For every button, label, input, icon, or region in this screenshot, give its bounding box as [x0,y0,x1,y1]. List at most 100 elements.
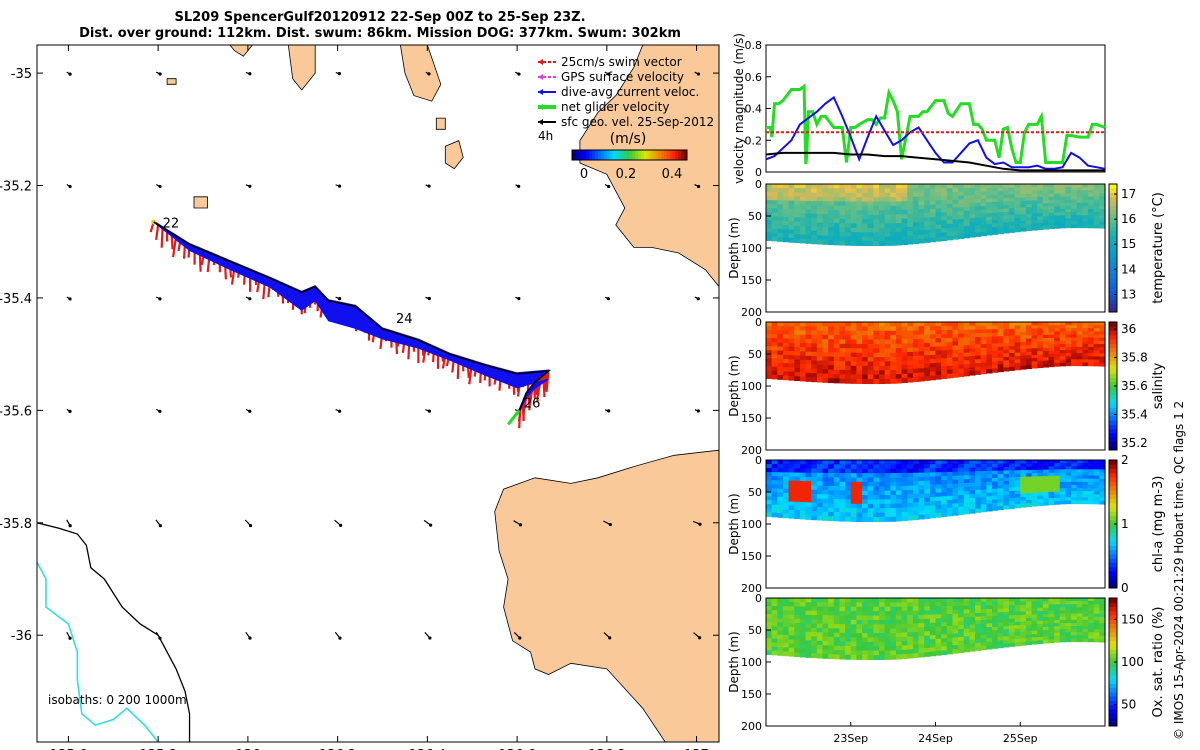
salinity-cell [890,348,897,354]
oxygen-cell [1059,613,1067,618]
isobath-200m [37,561,159,742]
temperature-cell [1071,224,1078,229]
oxygen-cell [1042,617,1050,622]
chla-cell [958,463,965,469]
oxygen-cell [997,622,1004,627]
temperature-cell [969,199,976,204]
oxygen-cell [856,650,863,656]
salinity-cell [969,363,976,369]
oxygen-cell [794,635,801,641]
oxygen-colorbar-cell [1109,674,1117,680]
salinity-cell [816,360,824,366]
oxygen-cell [850,641,857,647]
oxygen-cell [941,634,948,639]
temperature-cell [901,235,908,241]
temperature-cell [907,226,914,232]
temperature-cell [1088,218,1095,223]
chla-cell [912,476,920,482]
temperature-cell [935,212,942,218]
chla-cell [856,516,863,522]
temperature-cell [997,215,1004,220]
temperature-cell [963,187,970,193]
temperature-cell [975,210,982,215]
temperature-cell [845,201,852,207]
chla-y-tick-label: 150 [741,550,762,563]
salinity-cell [828,360,835,366]
oxygen-cell [1020,641,1027,646]
salinity-cell [1020,342,1027,347]
salinity-cell [771,326,778,331]
oxygen-cell [1020,608,1027,613]
temperature-cell [907,213,914,219]
temperature-cell [799,196,807,202]
oxygen-cell [828,645,835,651]
oxygen-cell [1003,604,1010,610]
temperature-cell [918,209,925,215]
salinity-cell [766,370,773,375]
temperature-cell [839,188,846,194]
temperature-cell [958,211,965,216]
oxygen-cell [895,624,903,630]
oxygen-cell [822,598,829,603]
chla-cell [975,463,982,469]
oxygen-cell [986,608,993,614]
salinity-cell [811,334,818,340]
salinity-cell [845,361,852,367]
oxygen-cell [867,598,874,603]
salinity-cell [1054,322,1061,326]
salinity-cell [929,342,937,348]
chla-cell [1054,491,1061,496]
temperature-cell [822,205,829,211]
oxygen-cell [1008,598,1016,603]
oxygen-cell [839,641,846,647]
temperature-cell [895,236,903,242]
salinity-cell [1071,325,1078,329]
chla-cell [1076,497,1083,502]
temperature-cell [1071,218,1078,222]
temperature-cell [969,218,976,223]
salinity-cell [992,322,999,327]
chla-cell [822,507,829,513]
chla-cell [816,515,824,521]
oxygen-cell [884,606,891,612]
map-colorbar-cell [678,150,682,160]
oxygen-cell [1082,604,1089,608]
oxygen-cell [941,602,948,607]
chla-cell [997,477,1004,482]
oxygen-cell [1082,635,1089,640]
chla-cell [828,460,835,465]
salinity-cell [1082,340,1089,345]
salinity-cell [912,372,920,378]
oxygen-cell [980,605,987,610]
salinity-cell [816,377,824,383]
salinity-cell [992,365,999,370]
temperature-cell [918,230,925,236]
temperature-cell [963,195,970,200]
salinity-cell [941,354,948,359]
salinity-cell [1065,356,1072,360]
oxygen-cell [958,613,965,619]
chla-cell [766,496,773,501]
salinity-cell [946,322,954,327]
salinity-cell [805,343,812,348]
oxygen-cell [907,619,914,625]
temperature-cell [958,234,965,239]
oxygen-cell [782,635,790,640]
temperature-colorbar-cell [1109,303,1117,309]
chla-cell [901,485,908,491]
salinity-cell [1025,331,1033,336]
oxygen-cell [839,611,846,617]
temperature-cell [794,184,801,189]
temperature-cell [811,222,818,228]
chla-colorbar-cell [1109,502,1117,508]
salinity-cell [941,346,948,351]
temperature-cell [901,214,908,220]
temperature-cell [799,238,807,244]
chla-cell [907,489,914,495]
chla-cell [997,491,1004,496]
salinity-cell [986,332,993,338]
oxygen-cell [918,610,925,616]
chla-cell [799,506,807,512]
chla-cell [1054,466,1061,471]
chla-cell [952,507,959,512]
